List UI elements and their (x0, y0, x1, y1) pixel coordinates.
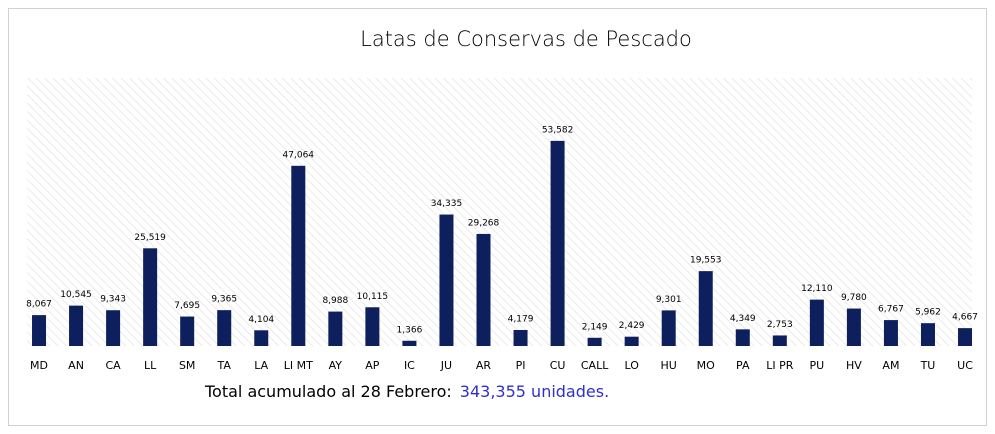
x-tick-label: AM (882, 359, 899, 372)
plot-area (27, 78, 972, 346)
bar (365, 307, 380, 346)
bar (291, 165, 306, 346)
value-label: 47,064 (283, 150, 315, 160)
x-tick-label: PU (810, 359, 825, 372)
bar (402, 340, 417, 346)
footer-label: Total acumulado al 28 Febrero: (204, 382, 452, 401)
value-label: 9,365 (211, 295, 237, 305)
value-label: 4,349 (730, 314, 756, 324)
x-tick-label: PI (516, 359, 526, 372)
bar (698, 271, 713, 346)
bar (254, 330, 269, 346)
x-tick-label: AN (68, 359, 84, 372)
value-label: 2,149 (582, 322, 608, 332)
bar (180, 316, 195, 346)
value-label: 5,962 (915, 308, 941, 318)
bar (809, 299, 824, 346)
value-label: 4,104 (248, 315, 274, 325)
x-tick-label: MO (697, 359, 715, 372)
bar (587, 337, 602, 346)
x-tick-label: IC (404, 359, 415, 372)
value-label: 9,343 (100, 295, 126, 305)
x-tick-label: UC (957, 359, 973, 372)
value-label: 9,780 (841, 293, 867, 303)
value-label: 19,553 (690, 256, 722, 266)
value-label: 1,366 (397, 325, 423, 335)
x-tick-label: AR (476, 359, 492, 372)
value-label: 8,988 (322, 296, 348, 306)
bar (735, 329, 750, 346)
bar (883, 320, 898, 346)
value-label: 53,582 (542, 125, 574, 135)
bar (143, 248, 158, 346)
bar (328, 311, 343, 346)
bar (772, 335, 787, 346)
value-label: 12,110 (801, 284, 833, 294)
x-tick-label: CALL (581, 359, 609, 372)
x-tick-label: AP (365, 359, 380, 372)
x-tick-label: SM (179, 359, 195, 372)
chart-title: Latas de Conservas de Pescado (360, 27, 692, 51)
value-label: 9,301 (656, 295, 682, 305)
x-tick-label: LI MT (284, 359, 313, 372)
value-label: 2,429 (619, 321, 645, 331)
value-label: 10,115 (357, 292, 389, 302)
x-tick-label: HU (661, 359, 677, 372)
x-tick-label: MD (30, 359, 48, 372)
x-tick-label: CA (105, 359, 121, 372)
x-tick-label: CU (550, 359, 566, 372)
value-label: 2,753 (767, 320, 793, 330)
bar (439, 214, 454, 346)
x-tick-label: LA (254, 359, 268, 372)
x-tick-label: TU (920, 359, 936, 372)
value-label: 6,767 (878, 305, 904, 315)
x-tick-label: LO (624, 359, 639, 372)
value-label: 7,695 (174, 301, 200, 311)
footer-total: 343,355 unidades. (460, 382, 609, 401)
x-tick-label: PA (736, 359, 750, 372)
value-label: 34,335 (431, 199, 463, 209)
bar (550, 140, 565, 346)
value-label: 10,545 (60, 290, 92, 300)
x-tick-label: AY (329, 359, 343, 372)
x-tick-label: TA (217, 359, 232, 372)
bar (661, 310, 676, 346)
bar (32, 315, 47, 346)
value-label: 4,667 (952, 313, 978, 323)
bar (958, 328, 973, 346)
bar (624, 336, 639, 346)
value-label: 25,519 (134, 233, 166, 243)
x-tick-label: HV (846, 359, 862, 372)
bar (920, 323, 935, 346)
bar (106, 310, 121, 346)
x-tick-label: JU (440, 359, 452, 372)
value-label: 4,179 (508, 315, 534, 325)
value-label: 8,067 (26, 300, 52, 310)
bar (476, 233, 491, 346)
x-tick-label: LL (144, 359, 157, 372)
bar (846, 308, 861, 346)
bar (513, 330, 528, 346)
bar (69, 305, 84, 346)
bar (217, 310, 232, 346)
footer-text: Total acumulado al 28 Febrero: 343,355 un… (204, 382, 609, 401)
value-label: 29,268 (468, 218, 500, 228)
x-tick-label: LI PR (766, 359, 794, 372)
